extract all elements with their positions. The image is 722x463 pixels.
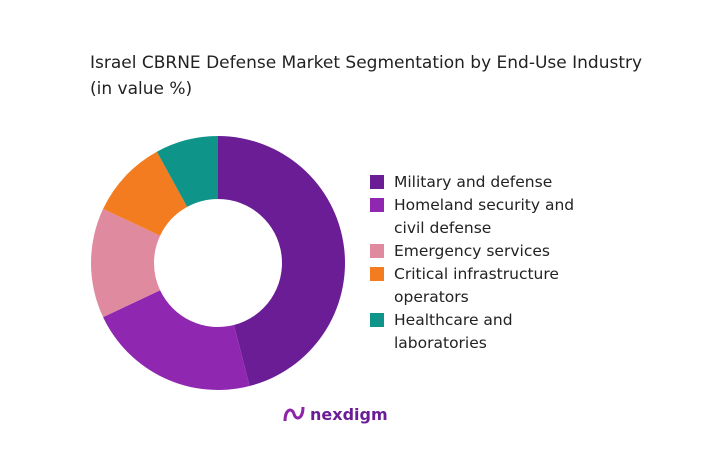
legend-swatch xyxy=(370,267,384,281)
legend-swatch xyxy=(370,175,384,189)
chart-title: Israel CBRNE Defense Market Segmentation… xyxy=(90,53,643,99)
brand: nexdigm xyxy=(282,403,388,425)
legend-item: Military and defense xyxy=(368,171,608,194)
legend-item: Critical infrastructure operators xyxy=(368,263,608,309)
donut-slice xyxy=(103,151,188,236)
legend-label: Emergency services xyxy=(394,242,550,260)
legend-item: Emergency services xyxy=(368,240,608,263)
donut-slice xyxy=(218,136,346,387)
donut-slice xyxy=(156,136,218,207)
donut-slice xyxy=(90,208,161,318)
legend-item: Homeland security and civil defense xyxy=(368,194,608,240)
legend: Military and defense Homeland security an… xyxy=(368,171,608,355)
legend-label: Healthcare and laboratories xyxy=(394,311,513,352)
legend-label: Critical infrastructure operators xyxy=(394,265,559,306)
legend-swatch xyxy=(370,198,384,212)
legend-item: Healthcare and laboratories xyxy=(368,309,608,355)
donut-slice xyxy=(103,290,250,390)
brand-icon xyxy=(283,406,305,422)
legend-swatch xyxy=(370,313,384,327)
legend-label: Homeland security and civil defense xyxy=(394,196,575,237)
legend-swatch xyxy=(370,244,384,258)
brand-text: nexdigm xyxy=(310,404,388,424)
legend-label: Military and defense xyxy=(394,173,553,191)
